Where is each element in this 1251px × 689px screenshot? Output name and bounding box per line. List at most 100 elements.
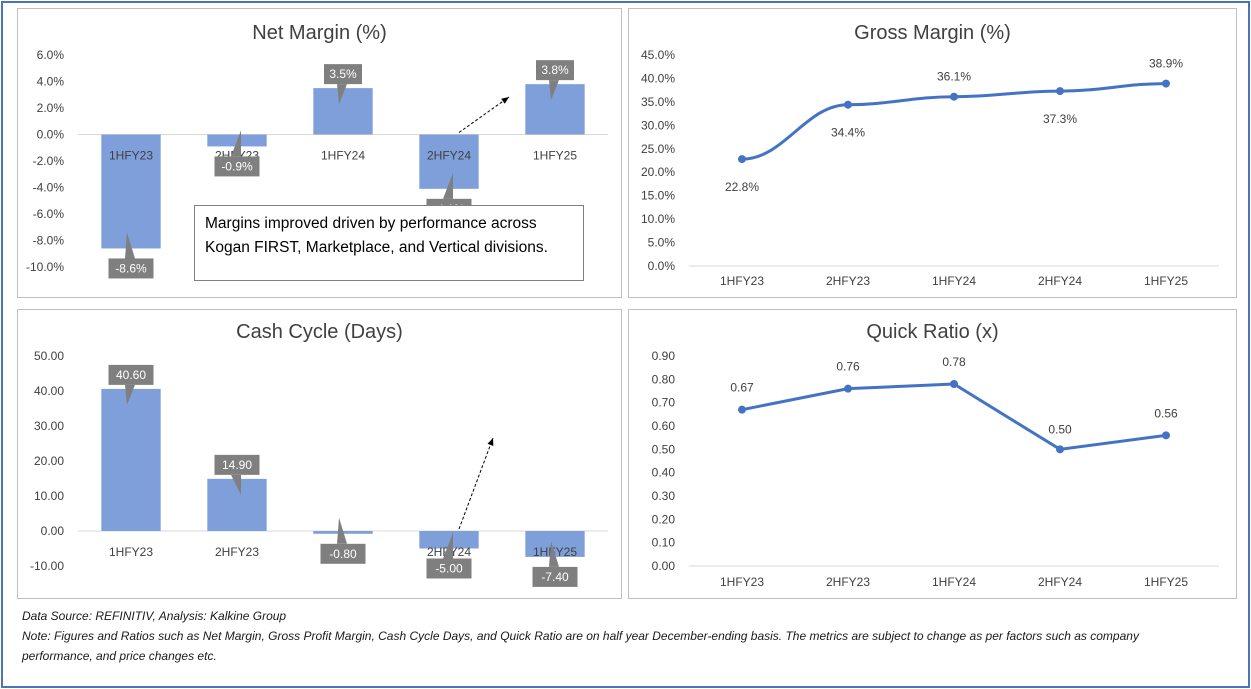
chart-title: Gross Margin (%) (854, 22, 1011, 44)
y-tick-label: 0.00 (652, 559, 676, 573)
data-label-pointer (549, 540, 559, 567)
bar (207, 478, 267, 531)
quick-ratio-chart: Quick Ratio (x) 0.90 0.80 0.70 0.60 0.50 0.40 0… (628, 309, 1237, 599)
data-label-box (324, 64, 362, 85)
net-margin-chart: Net Margin (%) 6.0% 4.0% 2.0% 0.0% -2.0% -4.0%… (17, 8, 622, 298)
trend-arrow-line (458, 437, 494, 530)
net-margin-plot: Net Margin (%) 6.0% 4.0% 2.0% 0.0% -2.0% -4.0%… (26, 22, 608, 279)
data-point (1162, 79, 1170, 88)
x-tick-label: 1HFY24 (321, 149, 365, 163)
disclaimer-note-line-1: Note: Figures and Ratios such as Net Mar… (22, 629, 1139, 643)
y-tick-label: 2.0% (37, 101, 65, 115)
data-point (950, 380, 958, 388)
data-point (738, 405, 746, 414)
data-label: 0.67 (730, 381, 754, 395)
data-point (950, 92, 958, 101)
data-source-note: Data Source: REFINITIV, Analysis: Kalkin… (22, 609, 287, 623)
data-label-pointer (443, 532, 453, 559)
data-label: 40.60 (116, 368, 146, 382)
y-tick-label: -6.0% (33, 207, 65, 221)
x-tick-label: 1HFY25 (1144, 575, 1188, 589)
x-tick-label: 1HFY25 (533, 149, 577, 163)
series-line (741, 382, 1167, 451)
y-tick-label: 0.0% (37, 128, 65, 142)
data-label: -8.6% (115, 261, 147, 275)
data-label: 0.78 (942, 355, 966, 369)
data-label: 36.1% (937, 70, 971, 84)
y-tick-label: 50.00 (34, 349, 64, 363)
bar (525, 531, 585, 557)
data-label-box (426, 558, 472, 579)
x-tick-label: 2HFY23 (826, 274, 870, 288)
bar (525, 84, 585, 135)
x-tick-label: 1HFY24 (932, 274, 976, 288)
net-margin-annotation: Margins improved driven by performance a… (194, 205, 584, 281)
disclaimer-note-line-2: performance, and price changes etc. (22, 649, 217, 663)
quick-ratio-plot: Quick Ratio (x) 0.90 0.80 0.70 0.60 0.50 0.40 0… (652, 321, 1219, 589)
y-tick-label: 0.20 (652, 512, 676, 526)
y-tick-label: -2.0% (33, 154, 65, 168)
x-tick-label: 2HFY23 (826, 575, 870, 589)
x-tick-label: 2HFY23 (215, 545, 259, 559)
data-point (1162, 431, 1170, 440)
x-tick-label: 2HFY24 (1038, 575, 1082, 589)
y-tick-label: -10.0% (26, 260, 64, 274)
data-point (844, 384, 852, 393)
y-tick-label: 0.50 (652, 442, 676, 456)
data-point (1056, 87, 1064, 96)
data-label: 14.90 (222, 458, 252, 472)
y-tick-label: 30.0% (641, 118, 675, 132)
bar (101, 134, 161, 249)
data-label-box (108, 258, 154, 279)
trend-arrow-head (487, 438, 494, 446)
data-point (1056, 445, 1064, 454)
gross-margin-chart: Gross Margin (%) 45.0% 40.0% 35.0% 30.0% 25.0… (628, 8, 1237, 298)
data-label: 34.4% (831, 126, 865, 140)
y-tick-label: 10.0% (641, 212, 675, 226)
y-tick-label: 20.0% (641, 165, 675, 179)
data-label: -0.9% (221, 159, 253, 173)
y-tick-label: -8.0% (33, 234, 65, 248)
data-label-box (214, 156, 260, 177)
data-point (844, 100, 852, 109)
data-point (738, 155, 746, 164)
y-tick-label: -10.00 (30, 559, 64, 573)
y-tick-label: 0.10 (652, 536, 676, 550)
trend-arrow-line (458, 96, 510, 133)
gross-margin-plot: Gross Margin (%) 45.0% 40.0% 35.0% 30.0% 25.0… (641, 22, 1219, 288)
x-tick-label: 1HFY23 (109, 545, 153, 559)
data-label-pointer (231, 474, 241, 495)
data-label: 0.50 (1048, 422, 1072, 436)
y-tick-label: 0.60 (652, 419, 676, 433)
data-label-pointer (337, 517, 347, 544)
y-tick-label: 0.00 (41, 524, 65, 538)
y-tick-label: 10.00 (34, 489, 64, 503)
data-label: -5.00 (435, 562, 463, 576)
y-tick-label: -4.0% (33, 181, 65, 195)
data-label-box (320, 543, 366, 564)
bar (419, 134, 479, 189)
y-tick-label: 0.90 (652, 349, 676, 363)
data-label: 3.8% (541, 63, 569, 77)
y-tick-label: 0.30 (652, 489, 676, 503)
cash-cycle-plot: Cash Cycle (Days) 50.00 40.00 30.00 20.00 10.… (30, 321, 608, 587)
bar (419, 531, 479, 549)
y-tick-label: 40.00 (34, 384, 64, 398)
data-label-box (108, 364, 154, 385)
data-label: 37.3% (1043, 112, 1077, 126)
data-label-pointer (443, 172, 453, 199)
x-tick-label: 1HFY23 (720, 575, 764, 589)
x-tick-label: 1HFY24 (932, 575, 976, 589)
data-label-pointer (337, 84, 347, 105)
x-tick-label: 2HFY24 (427, 149, 471, 163)
data-label: -7.40 (541, 570, 569, 584)
y-tick-label: 0.0% (648, 259, 676, 273)
data-label: 0.56 (1154, 406, 1178, 420)
y-tick-label: 20.00 (34, 454, 64, 468)
data-label-pointer (231, 130, 241, 157)
trend-arrow-head (501, 97, 509, 104)
bar (101, 388, 161, 531)
y-tick-label: 6.0% (37, 48, 65, 62)
data-label-box (536, 60, 574, 81)
